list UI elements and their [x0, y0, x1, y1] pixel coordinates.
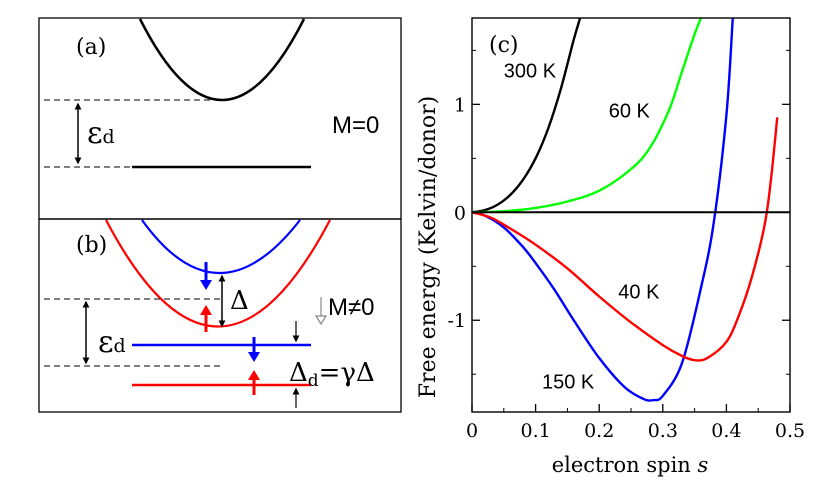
state-arrow-head	[314, 315, 328, 326]
x-axis-label: electron spin s	[552, 453, 709, 477]
panel-b-state-label: M≠0	[328, 294, 375, 321]
x-tick-label: 0.4	[711, 420, 741, 442]
panel-a-label: (a)	[76, 35, 106, 60]
panel-b-eps-label: εd	[98, 325, 126, 360]
series-line-40-k	[472, 117, 779, 362]
x-tick-label: 0	[466, 420, 478, 442]
spin-up-arrowhead-level	[248, 370, 260, 380]
panel-b-spin-down-band	[105, 219, 331, 328]
panel-b-delta-label: Δ	[230, 286, 249, 316]
panel-c-chart: (c) 0 0.1 0.2 0.3 0.4 0.5 -1 0 1 300 K 60 K 40 K 15…	[416, 17, 805, 477]
x-tick-label: 0.1	[520, 420, 550, 442]
tick-layer: 0 0.1 0.2 0.3 0.4 0.5 -1 0 1	[447, 49, 805, 442]
panel-a-state-label: M=0	[332, 112, 379, 139]
x-tick-label: 0.3	[648, 420, 678, 442]
panel-a: (a) εd M=0	[38, 17, 402, 220]
y-tick-label: 0	[454, 202, 466, 224]
panel-a-eps-label: εd	[87, 116, 115, 151]
series-label-40-k: 40 K	[618, 282, 660, 304]
panel-b-frame	[38, 218, 402, 413]
y-tick-label: -1	[447, 310, 466, 332]
panel-b-spin-up-band	[141, 219, 301, 275]
annotation-layer: 300 K 60 K 40 K 150 K	[504, 60, 660, 393]
chart-panel-label: (c)	[489, 33, 519, 58]
panel-b-label: (b)	[76, 233, 107, 258]
spin-down-arrowhead-band	[200, 280, 212, 290]
series-layer	[472, 18, 779, 402]
spin-up-arrowhead-band	[200, 305, 212, 315]
series-label-300-k: 300 K	[504, 60, 557, 82]
spin-down-arrowhead-level	[248, 352, 260, 362]
x-tick-label: 0.5	[775, 420, 805, 442]
series-line-150-k	[472, 18, 734, 402]
y-tick-label: 1	[454, 94, 466, 116]
panel-b-delta-d-label: Δd=γΔ	[289, 358, 375, 391]
series-line-60-k	[472, 18, 703, 214]
series-line-300-k	[472, 18, 582, 214]
y-axis-label: Free energy (Kelvin/donor)	[416, 96, 441, 398]
panel-a-band-curve	[138, 18, 306, 102]
x-tick-label: 0.2	[584, 420, 614, 442]
series-label-150-k: 150 K	[542, 371, 595, 393]
panel-b: (b) εd Δ Δd=γΔ M≠0	[38, 218, 402, 413]
series-label-60-k: 60 K	[609, 100, 651, 122]
